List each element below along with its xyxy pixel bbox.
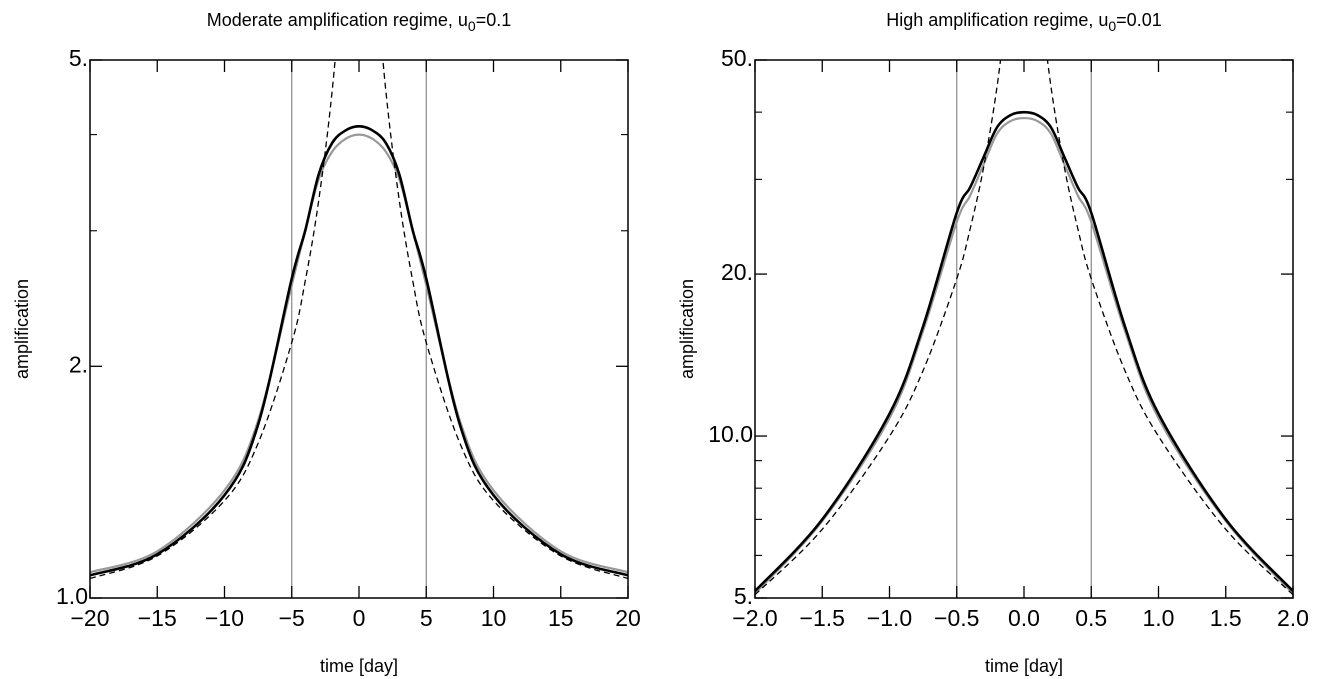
- x-tick-label: 0.5: [1075, 605, 1107, 631]
- x-tick-label: 10: [481, 605, 507, 631]
- x-tick-label: 15: [548, 605, 574, 631]
- title-subscript: 0: [1108, 18, 1116, 34]
- x-tick-label: 5: [420, 605, 433, 631]
- title-text: High amplification regime, u: [886, 10, 1108, 30]
- title-suffix: =0.1: [476, 10, 512, 30]
- y-axis-label: amplification: [677, 279, 697, 379]
- x-tick-label: 20: [615, 605, 641, 631]
- curve: [90, 133, 628, 574]
- x-axis-label: time [day]: [985, 656, 1063, 676]
- title-suffix: =0.01: [1116, 10, 1162, 30]
- curve: [755, 60, 1293, 596]
- x-tick-label: 1.0: [1143, 605, 1175, 631]
- x-tick-label: 1.5: [1210, 605, 1242, 631]
- chart-title: High amplification regime, u0=0.01: [886, 10, 1161, 34]
- plot-frame: [89, 59, 629, 599]
- x-axis-label: time [day]: [320, 656, 398, 676]
- curve: [90, 125, 628, 577]
- x-tick-label: −10: [205, 605, 244, 631]
- plot-frame: [754, 59, 1294, 599]
- y-tick-label: 20.: [721, 259, 753, 285]
- x-tick-label: 0.0: [1008, 605, 1040, 631]
- x-tick-label: −1.0: [867, 605, 912, 631]
- y-tick-label: 2.: [69, 351, 88, 377]
- x-tick-label: −15: [138, 605, 177, 631]
- curve: [90, 60, 628, 580]
- y-axis-label: amplification: [12, 279, 32, 379]
- x-tick-label: 0: [353, 605, 366, 631]
- chart-title: Moderate amplification regime, u0=0.1: [207, 10, 511, 34]
- x-tick-label: −0.5: [934, 605, 979, 631]
- x-tick-label: −5: [279, 605, 305, 631]
- y-tick-label: 50.: [721, 45, 753, 71]
- y-tick-label: 1.0: [56, 583, 88, 609]
- curve: [755, 110, 1293, 592]
- x-tick-label: −20: [70, 605, 109, 631]
- y-tick-label: 10.0: [708, 421, 753, 447]
- x-tick-label: −1.5: [800, 605, 845, 631]
- curve: [755, 116, 1293, 595]
- y-tick-label: 5.: [734, 583, 753, 609]
- y-tick-label: 5.: [69, 45, 88, 71]
- title-subscript: 0: [468, 18, 476, 34]
- x-tick-label: 2.0: [1277, 605, 1309, 631]
- x-tick-label: −2.0: [732, 605, 777, 631]
- panel: Moderate amplification regime, u0=0.1−20…: [12, 10, 641, 676]
- title-text: Moderate amplification regime, u: [207, 10, 468, 30]
- panel: High amplification regime, u0=0.01 −2.0 −1…: [677, 10, 1309, 676]
